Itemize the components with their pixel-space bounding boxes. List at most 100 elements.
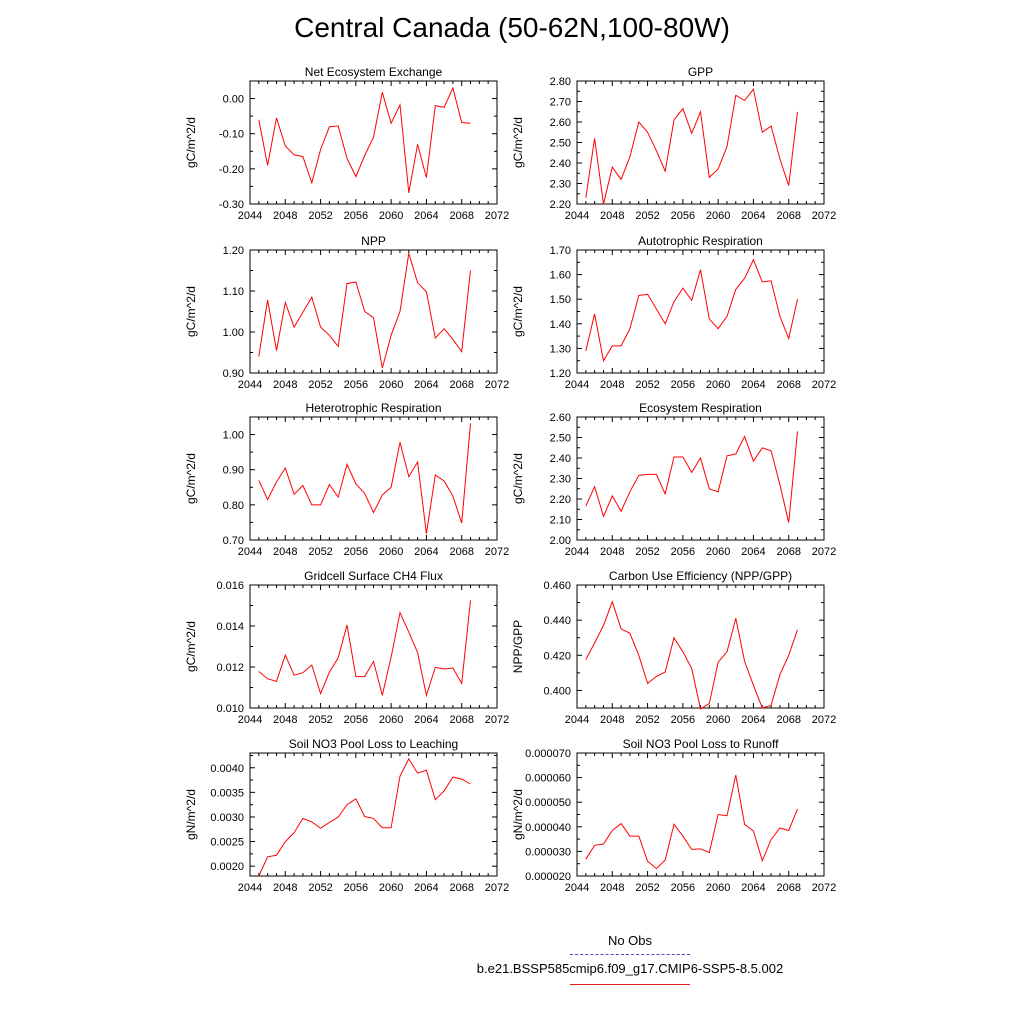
panel-3-xtick-label: 2064	[741, 379, 765, 391]
panel-1-xtick-label: 2048	[600, 210, 624, 222]
panel-3-ytick-label: 1.50	[550, 294, 571, 306]
panel-9-ytick-label: 0.000020	[525, 871, 571, 883]
panel-8-ytick-label: 0.0025	[210, 837, 244, 849]
panel-9-title: Soil NO3 Pool Loss to Runoff	[623, 737, 780, 751]
panel-7-xtick-label: 2072	[812, 714, 836, 726]
panel-0-ylabel: gC/m^2/d	[184, 117, 198, 168]
panel-2-ytick-label: 0.90	[223, 368, 244, 380]
panel-8-ytick-label: 0.0020	[210, 861, 244, 873]
panel-1-ylabel: gC/m^2/d	[511, 117, 525, 168]
panel-8-xtick-label: 2060	[379, 882, 403, 894]
panel-3-xtick-label: 2060	[706, 379, 730, 391]
panel-0-ytick-label: -0.20	[219, 164, 244, 176]
panel-7-ytick-label: 0.460	[543, 580, 571, 592]
legend-label-obs: No Obs	[607, 933, 653, 948]
panel-8-title: Soil NO3 Pool Loss to Leaching	[289, 737, 458, 751]
panel-5-xtick-label: 2044	[565, 546, 589, 558]
panel-3-ytick-label: 1.60	[550, 270, 571, 282]
panel-0-xtick-label: 2068	[449, 210, 473, 222]
panel-5-ytick-label: 2.10	[550, 515, 571, 527]
panel-8-ytick-label: 0.0035	[210, 787, 244, 799]
panel-5-ytick-label: 2.50	[550, 433, 571, 445]
panel-8-ytick-label: 0.0030	[210, 812, 244, 824]
panel-8-xtick-label: 2064	[414, 882, 438, 894]
panel-7-xtick-label: 2052	[635, 714, 659, 726]
panel-3-ytick-label: 1.30	[550, 343, 571, 355]
panel-4-xtick-label: 2052	[308, 546, 332, 558]
legend-line-model	[570, 984, 690, 985]
panel-6-ytick-label: 0.016	[216, 580, 244, 592]
panel-6-xtick-label: 2056	[344, 714, 368, 726]
panel-8-ylabel: gN/m^2/d	[184, 789, 198, 840]
panel-1-ytick-label: 2.70	[550, 97, 571, 109]
panel-3-ytick-label: 1.40	[550, 319, 571, 331]
panel-1-xtick-label: 2068	[776, 210, 800, 222]
panel-2-frame	[249, 249, 498, 374]
panel-4-series-line	[258, 423, 471, 534]
panel-8-xtick-label: 2044	[238, 882, 262, 894]
panel-6-xtick-label: 2048	[273, 714, 297, 726]
panel-1-ytick-label: 2.60	[550, 117, 571, 129]
panel-8-frame	[249, 752, 498, 877]
panel-4-ytick-label: 0.90	[223, 465, 244, 477]
panel-5-ytick-label: 2.60	[550, 412, 571, 424]
panel-8-ytick-label: 0.0040	[210, 763, 244, 775]
panel-9-xtick-label: 2060	[706, 882, 730, 894]
panel-5-xtick-label: 2068	[776, 546, 800, 558]
panel-3-series-line	[585, 258, 798, 363]
panel-1-xtick-label: 2064	[741, 210, 765, 222]
panel-4-ytick-label: 0.70	[223, 535, 244, 547]
panel-0-xtick-label: 2064	[414, 210, 438, 222]
panel-3-xtick-label: 2056	[671, 379, 695, 391]
panel-7-ylabel: NPP/GPP	[511, 620, 525, 673]
panel-4-title: Heterotrophic Respiration	[305, 401, 441, 415]
panel-3-xtick-label: 2072	[812, 379, 836, 391]
panel-3-ytick-label: 1.20	[550, 368, 571, 380]
panel-6-title: Gridcell Surface CH4 Flux	[304, 569, 443, 583]
panel-3-frame	[576, 249, 825, 374]
panel-0-series-line	[258, 86, 471, 193]
panel-2-xtick-label: 2052	[308, 379, 332, 391]
panel-2-title: NPP	[361, 234, 386, 248]
panel-0-frame	[249, 80, 498, 205]
panel-7-frame	[576, 584, 825, 709]
panel-2-ytick-label: 1.20	[223, 245, 244, 257]
panel-2-xtick-label: 2060	[379, 379, 403, 391]
panel-1-ytick-label: 2.20	[550, 199, 571, 211]
panel-2-xtick-label: 2068	[449, 379, 473, 391]
panel-4-xtick-label: 2064	[414, 546, 438, 558]
panel-5-ytick-label: 2.20	[550, 494, 571, 506]
panel-7-series-line	[585, 600, 798, 710]
panel-4-xtick-label: 2056	[344, 546, 368, 558]
panel-1-xtick-label: 2056	[671, 210, 695, 222]
panel-9-ytick-label: 0.000050	[525, 797, 571, 809]
panel-7-xtick-label: 2064	[741, 714, 765, 726]
panel-0-xtick-label: 2072	[485, 210, 509, 222]
panel-5-xtick-label: 2048	[600, 546, 624, 558]
panel-7-title: Carbon Use Efficiency (NPP/GPP)	[609, 569, 792, 583]
panel-1-ytick-label: 2.80	[550, 76, 571, 88]
panel-2-xtick-label: 2044	[238, 379, 262, 391]
figure-title: Central Canada (50-62N,100-80W)	[294, 12, 730, 43]
panel-7-xtick-label: 2048	[600, 714, 624, 726]
panel-5-ylabel: gC/m^2/d	[511, 453, 525, 504]
panel-5-ytick-label: 2.30	[550, 474, 571, 486]
panel-0-title: Net Ecosystem Exchange	[305, 65, 443, 79]
panel-8-xtick-label: 2048	[273, 882, 297, 894]
panel-6-ylabel: gC/m^2/d	[184, 621, 198, 672]
panel-6-xtick-label: 2064	[414, 714, 438, 726]
panel-9-xtick-label: 2048	[600, 882, 624, 894]
panel-8-xtick-label: 2068	[449, 882, 473, 894]
panel-6-frame	[249, 584, 498, 709]
panel-7-xtick-label: 2056	[671, 714, 695, 726]
panel-7-ytick-label: 0.440	[543, 615, 571, 627]
panel-3-ylabel: gC/m^2/d	[511, 286, 525, 337]
panel-4-xtick-label: 2044	[238, 546, 262, 558]
panel-8-xtick-label: 2052	[308, 882, 332, 894]
panel-1-xtick-label: 2052	[635, 210, 659, 222]
panel-2-xtick-label: 2064	[414, 379, 438, 391]
panel-9-xtick-label: 2064	[741, 882, 765, 894]
panel-8-xtick-label: 2056	[344, 882, 368, 894]
panel-8-series-line	[258, 757, 471, 877]
panel-0-xtick-label: 2060	[379, 210, 403, 222]
